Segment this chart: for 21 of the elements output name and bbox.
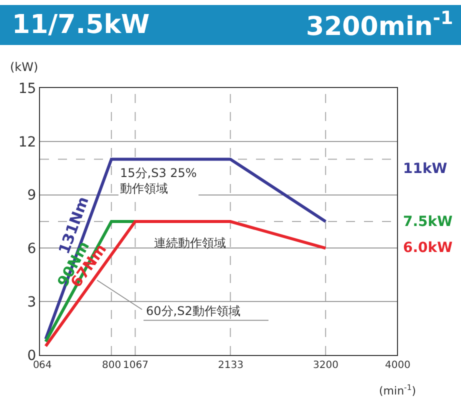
x-tick-label: 2133 xyxy=(218,360,244,371)
y-tick-label: 12 xyxy=(18,134,36,150)
y-tick-label: 15 xyxy=(18,80,36,97)
annotation: 15分,S3 25% 動作領域 xyxy=(120,166,197,196)
text: 11kW xyxy=(403,161,448,177)
x-tick-label: 4000 xyxy=(385,360,410,371)
x-axis-title: (min$^{-1}$) xyxy=(379,383,416,398)
chart-subtitle: 3200min$^{-1}$ xyxy=(306,8,454,42)
text: 6.0kW xyxy=(403,240,453,256)
y-tick-label: 6 xyxy=(27,241,36,258)
y-axis-title: (kW) xyxy=(10,60,38,74)
annotation: 60分,S2動作領域 xyxy=(146,304,240,318)
y-tick-label: 3 xyxy=(27,294,36,310)
text: 7.5kW xyxy=(403,214,453,230)
x-tick-label: 1067 xyxy=(123,360,148,371)
y-tick-label: 9 xyxy=(27,188,36,204)
x-tick-label: 64 xyxy=(39,360,52,371)
chart-title: 11/7.5kW xyxy=(12,10,150,40)
x-tick-label: 3200 xyxy=(313,360,338,371)
x-tick-label: 800 xyxy=(102,360,122,371)
annotation: 連続動作領域 xyxy=(154,236,226,250)
